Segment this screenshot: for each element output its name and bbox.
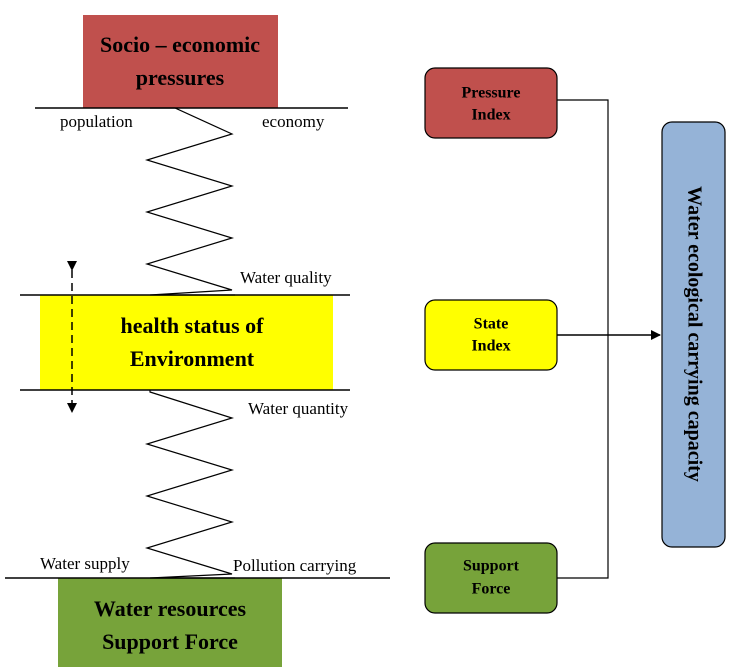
label: Water quality	[240, 268, 332, 287]
label: population	[60, 112, 133, 131]
box-text: State	[474, 316, 509, 333]
label: economy	[262, 112, 325, 131]
box-text: Force	[472, 581, 511, 598]
connector	[557, 99, 609, 579]
result-box	[661, 121, 726, 548]
box-text: Index	[471, 338, 510, 355]
state-box	[40, 295, 333, 390]
box-text: Socio – economic	[100, 32, 260, 57]
state-index-box	[424, 299, 558, 371]
pressure-index-box	[424, 67, 558, 139]
label: Pollution carrying	[233, 556, 357, 575]
box-text: Environment	[130, 346, 255, 371]
box-text: pressures	[136, 65, 225, 90]
spring	[144, 390, 235, 579]
box-text: Support Force	[102, 629, 238, 654]
box-text: Index	[471, 107, 510, 124]
result-text: Water ecological carrying capacity	[683, 186, 705, 482]
box-text: health status of	[120, 313, 264, 338]
box-text: Support	[463, 558, 520, 575]
label: Water supply	[40, 554, 130, 573]
support-force-box	[424, 542, 558, 614]
spring	[144, 107, 235, 296]
support-box	[58, 578, 282, 667]
box-text: Water resources	[94, 596, 247, 621]
box-text: Pressure	[462, 85, 521, 102]
label: Water quantity	[248, 399, 349, 418]
pressure-box	[83, 15, 278, 108]
